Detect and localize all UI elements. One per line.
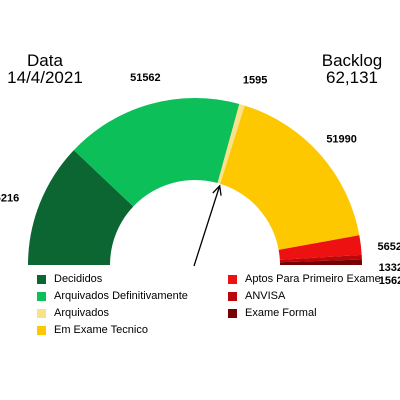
legend-item-anvisa: ANVISA bbox=[228, 288, 381, 305]
legend-item-exame-formal: Exame Formal bbox=[228, 305, 381, 322]
legend-item-em-exame-tecnico: Em Exame Tecnico bbox=[37, 322, 188, 339]
legend-label: ANVISA bbox=[245, 290, 286, 302]
value-label-aptos-para-primeiro-exame: 5652 bbox=[377, 241, 400, 253]
gauge-segment-exame-formal bbox=[279, 259, 362, 265]
legend-right: Aptos Para Primeiro Exame ANVISA Exame F… bbox=[228, 271, 381, 322]
legend-swatch bbox=[37, 326, 46, 335]
date-value: 14/4/2021 bbox=[7, 68, 83, 87]
gauge-segments bbox=[28, 98, 362, 265]
date-label: Data bbox=[27, 51, 63, 70]
legend-label: Exame Formal bbox=[245, 307, 317, 319]
legend-label: Arquivados Definitivamente bbox=[54, 290, 188, 302]
legend-swatch bbox=[37, 292, 46, 301]
gauge-segment-arquivados bbox=[217, 103, 245, 184]
legend-swatch bbox=[228, 275, 237, 284]
legend-swatch bbox=[37, 309, 46, 318]
gauge-segment-decididos bbox=[28, 150, 134, 265]
legend-item-decididos: Decididos bbox=[37, 271, 188, 288]
legend-label: Aptos Para Primeiro Exame bbox=[245, 273, 381, 285]
gauge-segment-aptos-para-primeiro-exame bbox=[278, 235, 362, 260]
gauge-segment-anvisa bbox=[279, 254, 362, 263]
legend-swatch bbox=[228, 292, 237, 301]
legend-item-arquivados: Arquivados bbox=[37, 305, 188, 322]
legend-label: Em Exame Tecnico bbox=[54, 324, 148, 336]
backlog-label: Backlog bbox=[321, 51, 383, 70]
needle-line bbox=[193, 185, 221, 267]
legend-swatch bbox=[37, 275, 46, 284]
gauge-needle bbox=[193, 184, 222, 267]
gauge-value-labels: 36216 51562 1595 51990 5652 13321562 bbox=[0, 72, 400, 287]
legend-swatch bbox=[228, 309, 237, 318]
gauge-segment-arquivados-definitivamente bbox=[73, 98, 240, 207]
value-label-arquivados: 1595 bbox=[243, 74, 267, 86]
value-label-exame-formal: 1562 bbox=[379, 275, 400, 287]
legend-item-arquivados-definitivamente: Arquivados Definitivamente bbox=[37, 288, 188, 305]
legend-label: Arquivados bbox=[54, 307, 110, 319]
needle-arrowhead bbox=[212, 184, 222, 196]
value-label-em-exame-tecnico: 51990 bbox=[326, 133, 357, 145]
backlog-value: 62,131 bbox=[326, 68, 378, 87]
date-block: Data 14/4/2021 bbox=[0, 52, 90, 86]
value-label-arquivados-definitivamente: 51562 bbox=[130, 72, 161, 84]
gauge-segment-em-exame-tecnico bbox=[220, 105, 360, 250]
legend-label: Decididos bbox=[54, 273, 103, 285]
backlog-block: Backlog 62,131 bbox=[302, 52, 400, 86]
legend-item-aptos-para-primeiro-exame: Aptos Para Primeiro Exame bbox=[228, 271, 381, 288]
value-label-decididos: 36216 bbox=[0, 193, 19, 205]
value-label-anvisa: 1332 bbox=[379, 262, 400, 274]
legend-left: Decididos Arquivados Definitivamente Arq… bbox=[37, 271, 188, 339]
